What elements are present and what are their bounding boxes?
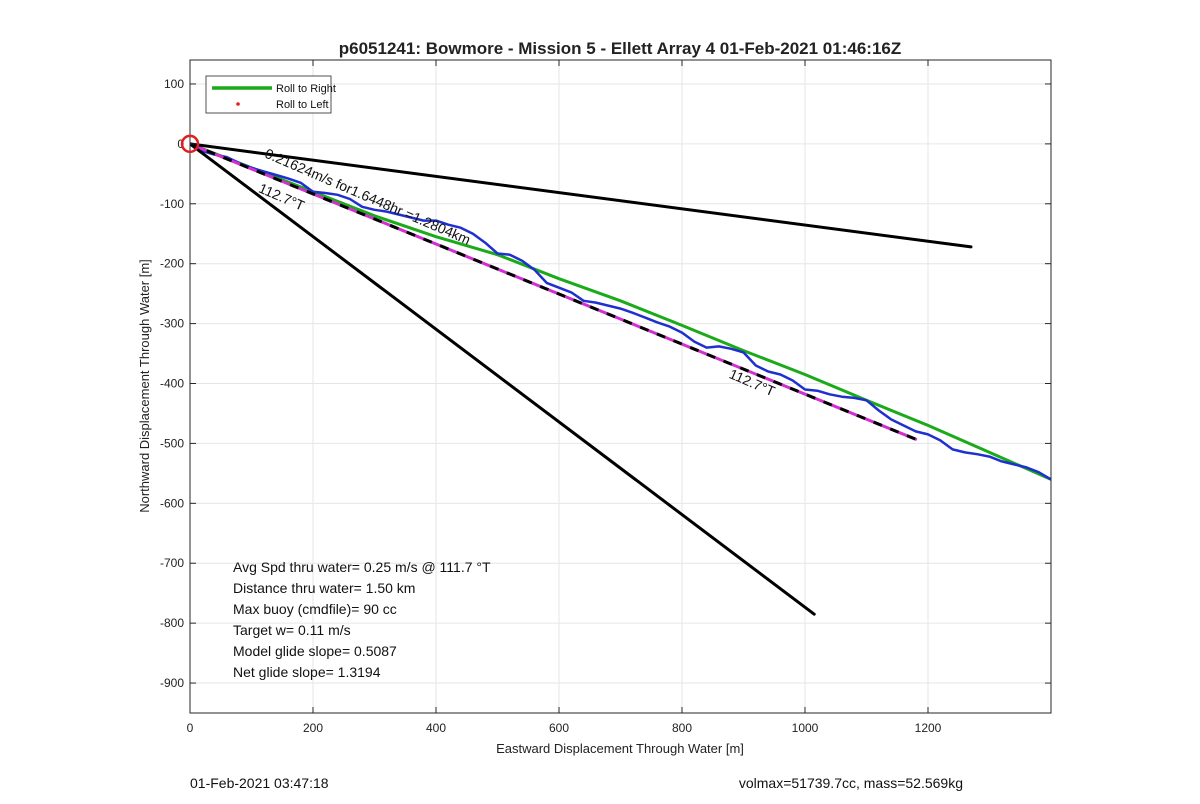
footer-timestamp: 01-Feb-2021 03:47:18 [190,775,329,791]
series-bound-upper [190,142,973,249]
y-tick-label: -700 [160,556,184,570]
stats-block: Avg Spd thru water= 0.25 m/s @ 111.7 °T … [233,559,491,680]
series-mean-course [190,142,918,441]
x-tick-label: 1000 [792,721,819,735]
course-annotation: 112.7°T [256,180,307,214]
y-tick-label: -100 [160,197,184,211]
stat-max-buoy: Max buoy (cmdfile)= 90 cc [233,601,397,617]
y-tick-label: -800 [160,616,184,630]
course-annotation: 112.7°T [727,366,778,400]
legend-box [205,75,332,114]
legend-dot-roll-left [236,102,240,106]
legend-entry-roll-right: Roll to Right [276,83,336,95]
legend-entry-roll-left: Roll to Left [276,99,329,111]
origin-marker [180,134,200,154]
x-tick-label: 400 [426,721,446,735]
plot-frame [189,59,1052,714]
stat-model-glide-slope: Model glide slope= 0.5087 [233,643,397,659]
stat-avg-speed: Avg Spd thru water= 0.25 m/s @ 111.7 °T [233,559,491,575]
y-tick-label: 100 [164,77,184,91]
y-axis-label: Northward Displacement Through Water [m] [137,259,152,513]
y-tick-label: -400 [160,377,184,391]
x-tick-label: 0 [187,721,194,735]
series-track [190,142,1051,481]
y-tick-label: -500 [160,436,184,450]
stat-distance: Distance thru water= 1.50 km [233,580,415,596]
series-mean-course-dash [190,142,917,441]
series-bound-lower [190,142,816,616]
stat-target-w: Target w= 0.11 m/s [233,622,351,638]
series-roll-to-right [190,142,1051,481]
chart-title: p6051241: Bowmore - Mission 5 - Ellett A… [339,39,902,58]
grid-lines [189,60,1051,713]
y-tick-label: -300 [160,317,184,331]
y-tick-label: -600 [160,496,184,510]
footer-volmax-mass: volmax=51739.7cc, mass=52.569kg [739,775,963,791]
x-tick-label: 800 [672,721,692,735]
x-tick-label: 600 [549,721,569,735]
axis-ticks: 0 200 400 600 800 1000 12001000-100-200-300-40… [160,60,1051,735]
x-axis-label: Eastward Displacement Through Water [m] [496,741,744,756]
y-tick-label: -900 [160,676,184,690]
stat-net-glide-slope: Net glide slope= 1.3194 [233,664,381,680]
x-tick-label: 200 [303,721,323,735]
y-tick-label: -200 [160,257,184,271]
series-layer [190,142,1051,616]
legend: Roll to Right Roll to Left [205,75,336,114]
x-tick-label: 1200 [915,721,942,735]
